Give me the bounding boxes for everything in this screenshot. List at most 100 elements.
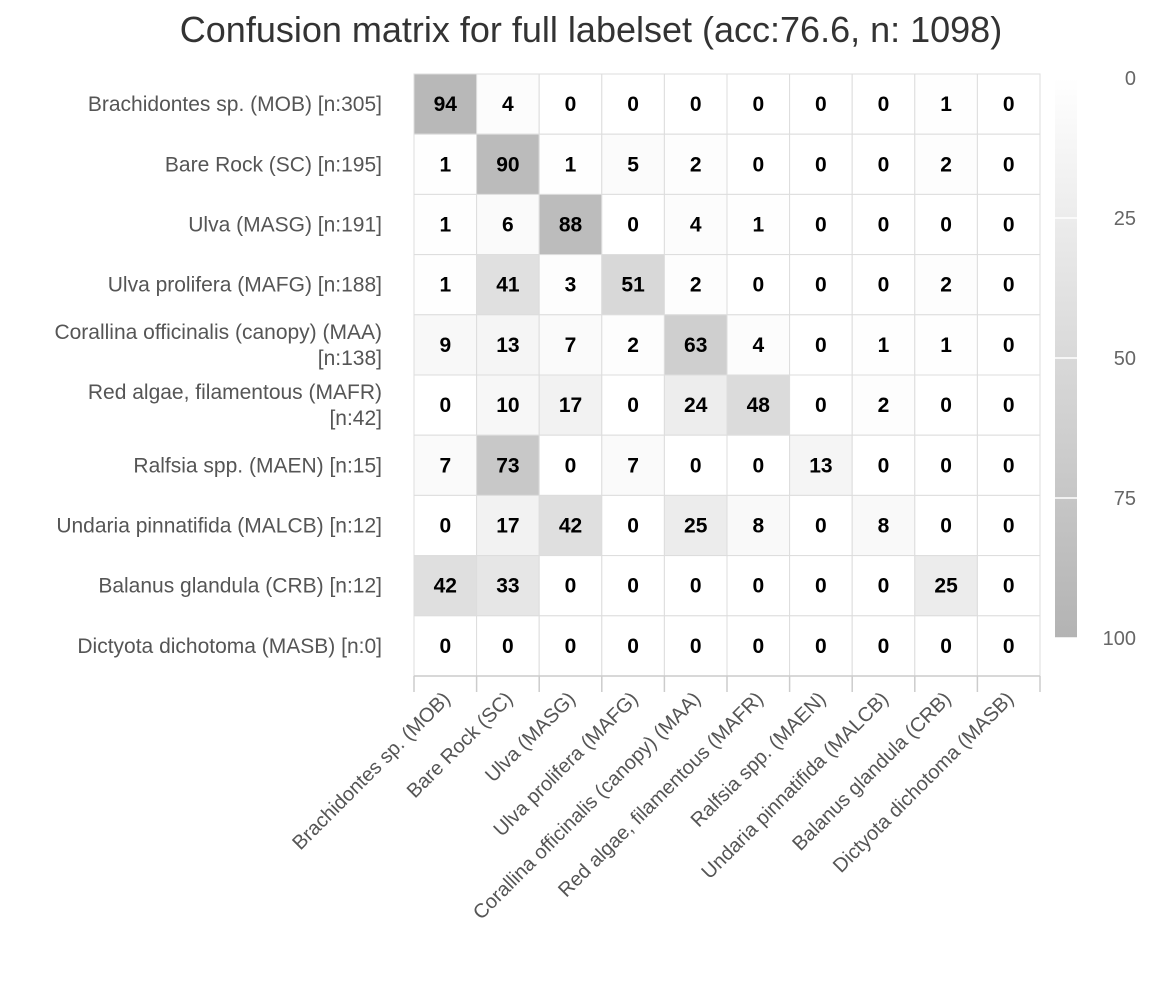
cell-value-label: 0 [1003,394,1015,417]
y-tick-label: Brachidontes sp. (MOB) [n:305] [88,93,382,116]
cell-value-label: 0 [1003,93,1015,116]
heatmap-cell [726,254,791,316]
y-tick-label: Ulva (MASG) [n:191] [188,214,382,237]
heatmap-cell [976,73,1041,135]
heatmap-cell [789,314,853,376]
color-axis-tick-label: 50 [1114,348,1136,370]
color-axis-tick-label: 100 [1103,628,1136,650]
heatmap-cell [914,555,978,617]
heatmap-cell [726,314,791,376]
cell-value-label: 0 [565,635,577,658]
cell-value-label: 90 [496,153,519,176]
cell-value-label: 1 [439,153,451,176]
cell-value-label: 0 [752,274,764,297]
cell-value-label: 63 [684,334,707,357]
cell-value-label: 0 [752,635,764,658]
cell-value-label: 0 [627,635,639,658]
cell-value-label: 3 [565,274,577,297]
heatmap-cell [789,494,853,557]
cell-value-label: 2 [690,153,702,176]
cell-value-label: 0 [752,454,764,477]
cell-value-label: 1 [439,274,451,297]
heatmap-cell [851,314,916,376]
heatmap-cell [663,555,728,617]
heatmap-cell [538,555,603,617]
cell-value-label: 0 [627,575,639,598]
cell-value-label: 17 [496,515,519,538]
heatmap-cell [663,193,728,256]
cell-value-label: 0 [1003,153,1015,176]
heatmap-cell [538,73,603,135]
heatmap-cell [851,434,916,496]
cell-value-label: 0 [1003,635,1015,658]
x-tick-label: Corallina officinalis (canopy) (MAA) [469,688,705,924]
cell-value-label: 5 [627,153,639,176]
cell-value-label: 24 [684,394,708,417]
heatmap-cell [789,133,853,195]
cell-value-label: 2 [627,334,639,357]
heatmap-cell [413,254,478,316]
heatmap-cell [976,314,1041,376]
cell-value-label: 0 [627,394,639,417]
heatmap-cell [538,374,603,436]
cell-value-label: 0 [690,93,702,116]
heatmap-cell [601,133,665,195]
cell-value-label: 0 [690,454,702,477]
y-tick-label: Ralfsia spp. (MAEN) [n:15] [133,454,382,477]
cell-value-label: 6 [502,214,514,237]
heatmap-cell [413,73,478,135]
cell-value-label: 0 [690,635,702,658]
heatmap-cell [601,494,665,557]
cell-value-label: 0 [502,635,514,658]
heatmap-cell [413,555,478,617]
cell-value-label: 0 [940,214,952,237]
cell-value-label: 7 [439,454,451,477]
cell-value-label: 0 [439,515,451,538]
cell-value-label: 0 [878,153,890,176]
cell-value-label: 4 [502,93,514,116]
cell-value-label: 0 [815,635,827,658]
cell-value-label: 0 [439,394,451,417]
heatmap-cell [976,615,1041,677]
heatmap-cell [476,555,540,617]
heatmap-cell [726,133,791,195]
heatmap-cell [789,254,853,316]
heatmap-cell [914,314,978,376]
cell-value-label: 0 [815,214,827,237]
heatmap-cell [601,374,665,436]
heatmap-cell [914,193,978,256]
heatmap-cell [789,434,853,496]
cell-value-label: 0 [752,575,764,598]
heatmap-cell [851,494,916,557]
cell-value-label: 0 [627,515,639,538]
cell-value-label: 2 [878,394,890,417]
heatmap-cell [789,555,853,617]
heatmap-cell [914,615,978,677]
heatmap-cells [413,73,1041,677]
x-axis: Brachidontes sp. (MOB)Bare Rock (SC)Ulva… [288,675,1041,924]
y-axis-labels: Brachidontes sp. (MOB) [n:305] Bare Rock … [54,93,382,658]
cell-value-label: 0 [815,515,827,538]
color-axis-tick-label: 75 [1114,488,1136,510]
heatmap-cell [914,434,978,496]
cell-value-label: 0 [878,214,890,237]
cell-value-label: 48 [747,394,771,417]
cell-value-label: 9 [439,334,451,357]
heatmap-cell [851,615,916,677]
cell-value-label: 94 [434,93,458,116]
cell-value-label: 0 [815,394,827,417]
cell-value-label: 8 [878,515,890,538]
cell-value-label: 88 [559,214,583,237]
heatmap-cell [976,434,1041,496]
cell-value-label: 0 [1003,334,1015,357]
cell-value-label: 0 [940,394,952,417]
cell-value-label: 0 [1003,515,1015,538]
cell-value-label: 0 [1003,575,1015,598]
cell-value-label: 0 [940,515,952,538]
heatmap-cell [476,133,540,195]
cell-value-labels: 94 4 0 0 0 0 0 0 1 01 90 1 5 2 0 0 0 2 01 6 88 0 4 1 0 0 0 01 41 3 51 2… [434,93,1015,658]
cell-value-label: 0 [690,575,702,598]
cell-value-label: 0 [878,93,890,116]
chart-title: Confusion matrix for full labelset (acc:… [180,9,1002,50]
heatmap-cell [976,133,1041,195]
